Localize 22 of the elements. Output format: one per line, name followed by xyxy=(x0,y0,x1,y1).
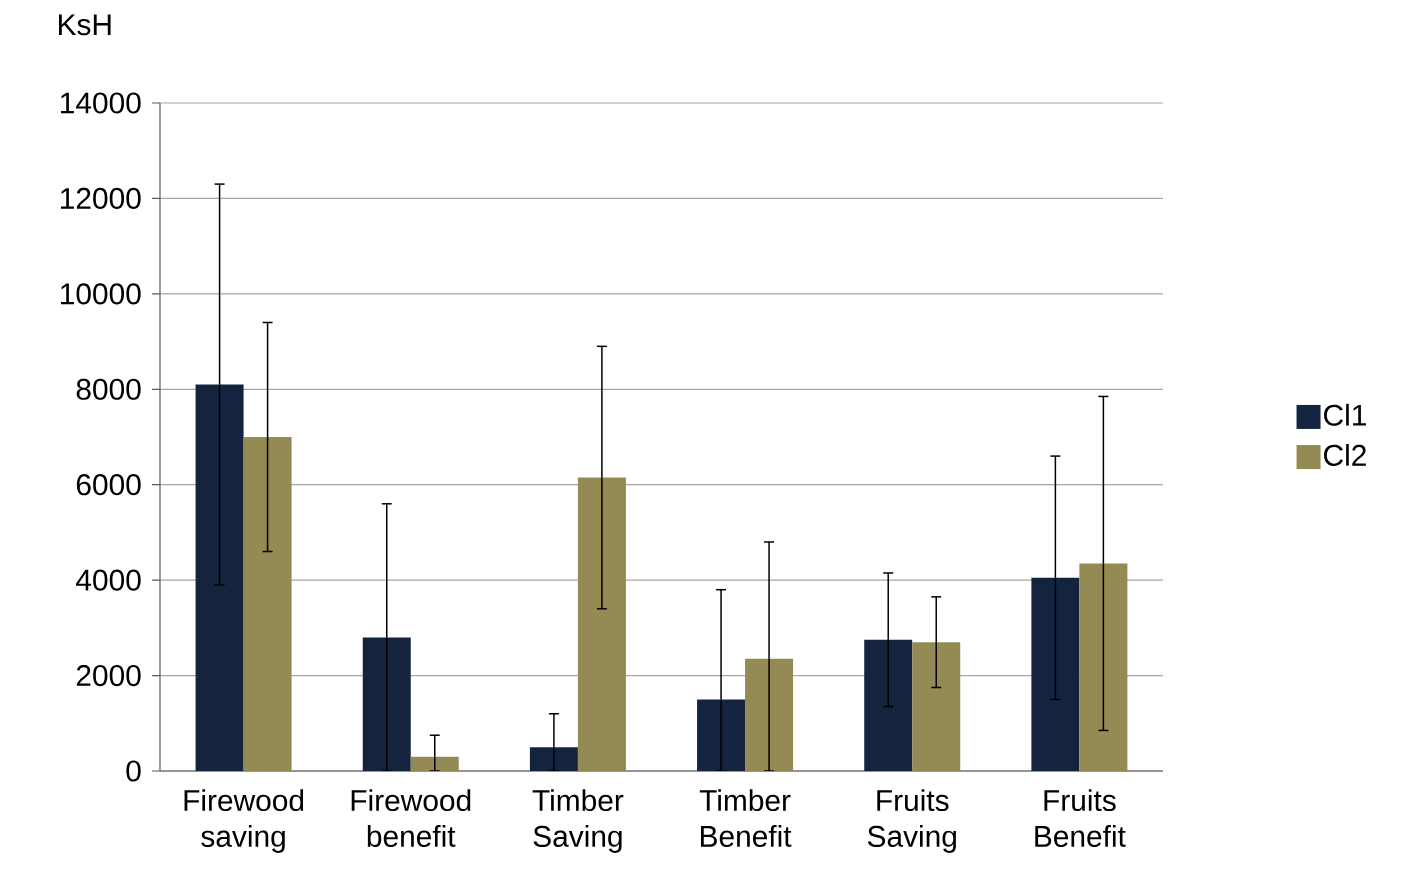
bar xyxy=(577,477,626,771)
bar xyxy=(243,437,292,771)
y-tick-label: 0 xyxy=(126,760,141,782)
legend-label: Cl1 xyxy=(1324,403,1366,426)
legend-label: Cl2 xyxy=(1324,443,1366,466)
bar xyxy=(529,747,578,771)
y-axis-title: KsH xyxy=(59,14,111,36)
y-tick-label: 10000 xyxy=(61,283,141,305)
bar xyxy=(410,756,459,771)
y-tick-label: 6000 xyxy=(76,474,141,496)
x-tick-label: Fruits Saving xyxy=(867,789,956,853)
y-tick-label: 14000 xyxy=(61,92,141,114)
x-tick-label: Firewood saving xyxy=(184,789,304,853)
y-tick-label: 2000 xyxy=(76,664,141,687)
x-tick-label: Timber Saving xyxy=(532,789,624,853)
x-tick-label: Fruits Benefit xyxy=(1035,789,1126,847)
y-tick-label: 8000 xyxy=(76,378,141,400)
bar xyxy=(912,642,961,771)
x-tick-label: Firewood benefit xyxy=(351,789,471,847)
y-tick-label: 12000 xyxy=(61,187,141,210)
y-tick-label: 4000 xyxy=(76,569,141,591)
x-tick-label: Timber Benefit xyxy=(699,789,792,847)
